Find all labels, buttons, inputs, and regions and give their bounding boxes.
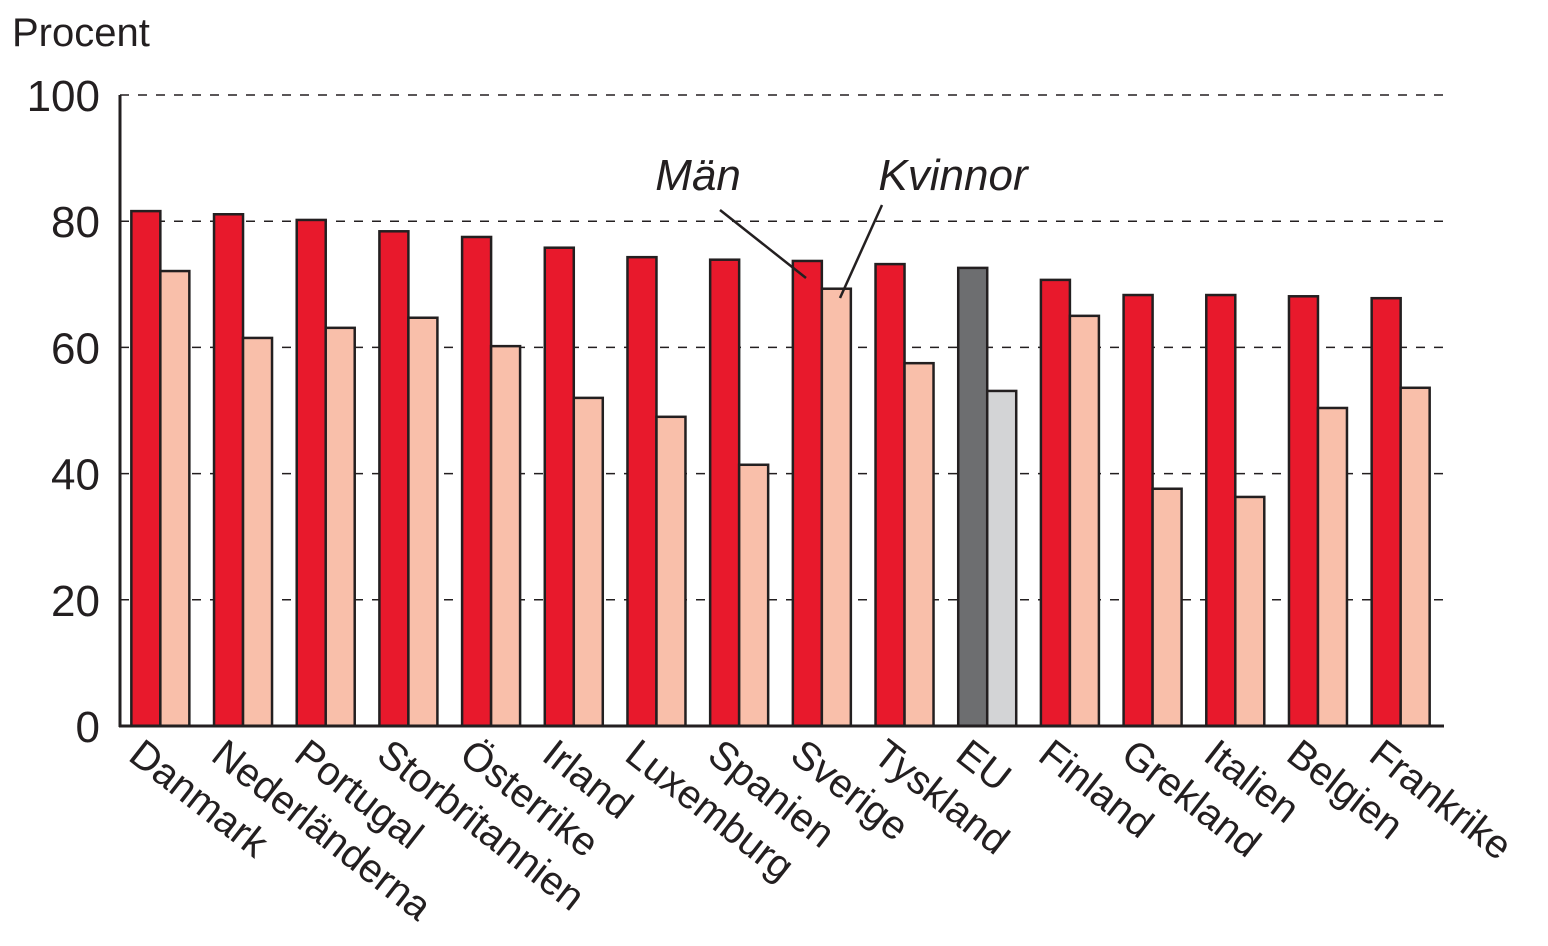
y-tick-label: 60 [51,324,100,373]
leader-line [719,209,807,279]
y-tick-label: 80 [51,198,100,247]
bar [407,316,439,728]
bar [543,246,576,728]
bar [956,266,989,728]
bar [1068,314,1101,728]
bar [1287,295,1320,728]
y-tick-label: 20 [51,577,100,626]
bar [212,213,245,728]
bar [874,262,906,728]
bar [159,269,191,728]
bar [572,396,605,728]
bar [1151,487,1183,728]
bar [626,255,658,728]
bar [378,230,410,728]
bar [737,463,770,728]
bar [820,287,853,728]
bar [489,344,522,728]
y-tick-label: 40 [51,451,100,500]
bar [1370,296,1402,728]
y-tick-label: 0 [76,703,100,752]
bar [1205,293,1237,728]
bar [985,389,1018,728]
leader-line [838,204,884,299]
bar [1399,386,1431,728]
y-tick-label: 100 [27,72,100,121]
annotation: Kvinnor [878,151,1030,200]
bar [655,415,687,728]
bar [241,336,274,728]
bar [1234,495,1266,728]
bar [460,235,493,728]
bar [1122,293,1154,728]
bar [903,361,935,728]
annotation: Män [655,151,741,200]
bar [791,259,824,728]
bar [1316,406,1349,728]
bar [295,218,327,728]
bar [130,209,162,728]
bar [708,258,741,728]
bar [324,326,356,728]
bar [1039,278,1072,728]
y-axis-label: Procent [12,11,150,55]
